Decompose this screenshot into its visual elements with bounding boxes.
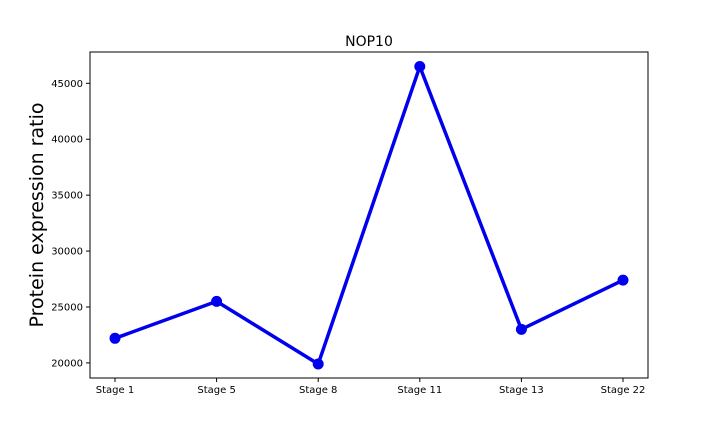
x-tick-label: Stage 8 xyxy=(299,385,337,396)
x-tick-label: Stage 1 xyxy=(96,385,134,396)
x-tick-label: Stage 22 xyxy=(601,385,646,396)
plot-frame xyxy=(89,51,649,379)
data-point xyxy=(211,295,223,307)
data-point xyxy=(617,274,629,286)
plot-area: 20000 25000 30000 35000 40000 45000 Stage 1 Sta… xyxy=(51,51,649,396)
data-point xyxy=(515,323,527,335)
x-tick-label: Stage 11 xyxy=(397,385,442,396)
y-tick-label: 35000 xyxy=(51,191,83,202)
y-tick-label: 20000 xyxy=(51,358,83,369)
y-tick-label: 30000 xyxy=(51,247,83,258)
data-point xyxy=(414,61,426,73)
y-tick-label: 25000 xyxy=(51,302,83,313)
data-point xyxy=(312,358,324,370)
x-tick-label: Stage 13 xyxy=(499,385,544,396)
data-point xyxy=(109,332,121,344)
chart-title: NOP10 xyxy=(345,34,393,50)
y-tick-label: 40000 xyxy=(51,135,83,146)
series-line xyxy=(113,64,625,366)
y-tick-label: 45000 xyxy=(51,79,83,90)
x-tick-label: Stage 5 xyxy=(197,385,235,396)
y-axis-label: Protein expression ratio xyxy=(26,103,48,328)
